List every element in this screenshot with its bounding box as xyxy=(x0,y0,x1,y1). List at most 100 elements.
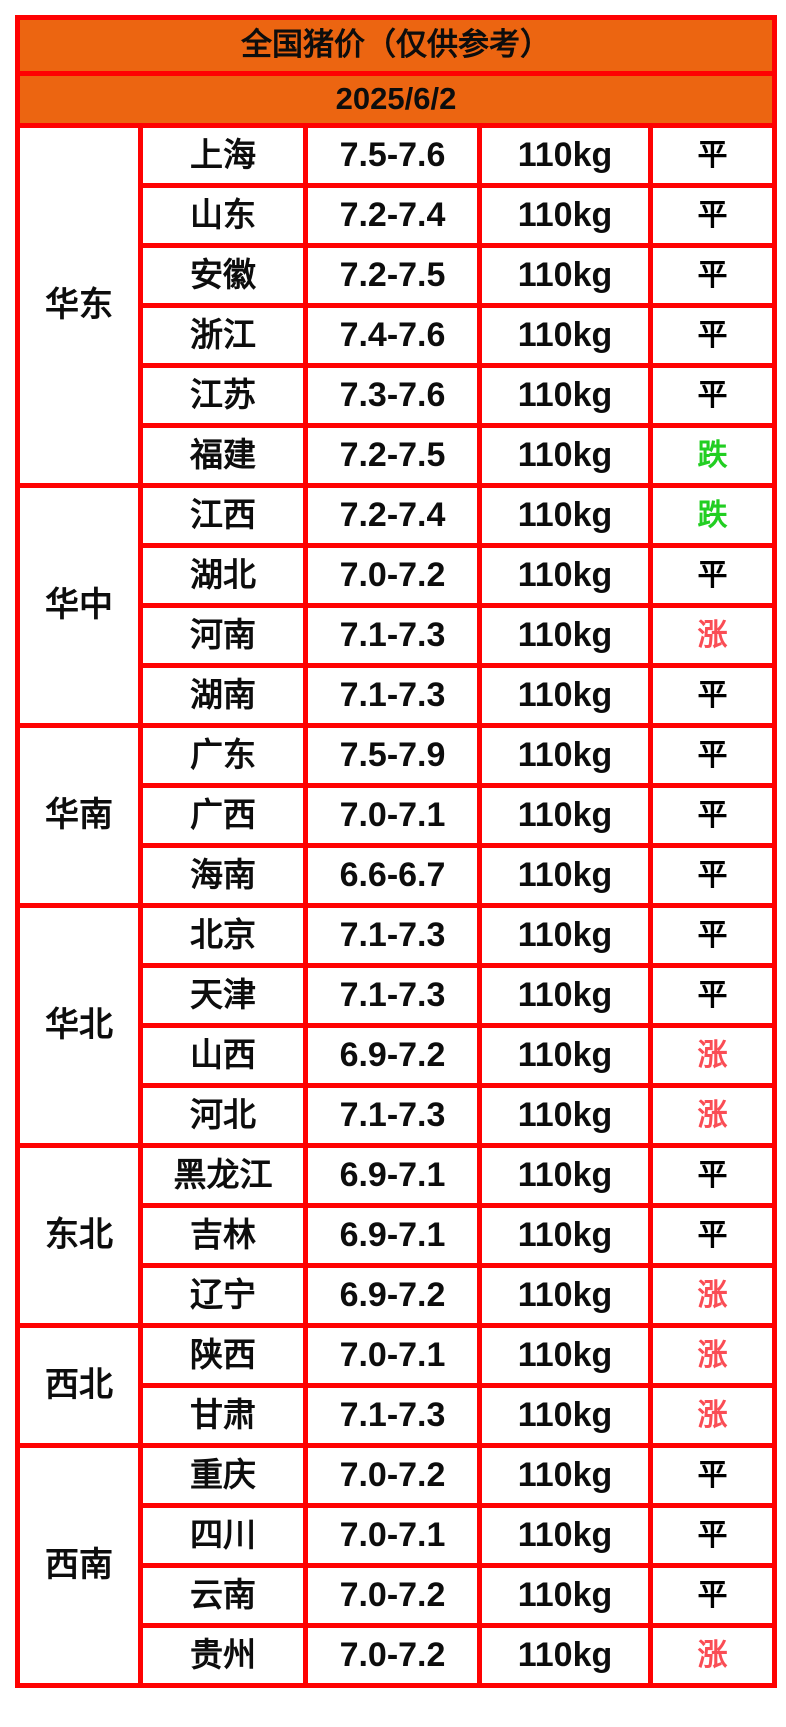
table-row: 福建 7.2-7.5 110kg 跌 xyxy=(18,423,777,488)
trend-cell: 平 xyxy=(648,1203,777,1268)
table-row: 湖北 7.0-7.2 110kg 平 xyxy=(18,543,777,608)
trend-cell: 平 xyxy=(648,1443,777,1508)
trend-cell: 涨 xyxy=(648,1383,777,1448)
trend-cell: 平 xyxy=(648,543,777,608)
weight-cell: 110kg xyxy=(477,903,653,968)
table-row: 华中 江西 7.2-7.4 110kg 跌 xyxy=(15,483,777,728)
trend-cell: 平 xyxy=(648,1563,777,1628)
weight-cell: 110kg xyxy=(477,1023,653,1088)
weight-cell: 110kg xyxy=(477,723,653,788)
table-row: 云南 7.0-7.2 110kg 平 xyxy=(18,1563,777,1628)
province-cell: 重庆 xyxy=(138,1443,308,1508)
province-cell: 山西 xyxy=(138,1023,308,1088)
weight-cell: 110kg xyxy=(477,603,653,668)
table-row: 天津 7.1-7.3 110kg 平 xyxy=(18,963,777,1028)
table-row: 安徽 7.2-7.5 110kg 平 xyxy=(18,243,777,308)
province-cell: 北京 xyxy=(138,903,308,968)
table-row: 华东 上海 7.5-7.6 110kg 平 xyxy=(15,123,777,488)
weight-cell: 110kg xyxy=(477,1323,653,1388)
weight-cell: 110kg xyxy=(477,783,653,848)
weight-cell: 110kg xyxy=(477,1623,653,1688)
table-row: 东北 黑龙江 6.9-7.1 110kg 平 xyxy=(15,1143,777,1328)
price-cell: 6.9-7.1 xyxy=(303,1143,482,1208)
province-cell: 浙江 xyxy=(138,303,308,368)
weight-cell: 110kg xyxy=(477,843,653,908)
table-row: 山西 6.9-7.2 110kg 涨 xyxy=(18,1023,777,1088)
province-cell: 甘肃 xyxy=(138,1383,308,1448)
trend-cell: 平 xyxy=(648,663,777,728)
province-cell: 河北 xyxy=(138,1083,308,1148)
region-cell: 西北 xyxy=(15,1323,143,1448)
table-row: 西南 重庆 7.0-7.2 110kg 平 xyxy=(15,1443,777,1688)
province-cell: 辽宁 xyxy=(138,1263,308,1328)
province-cell: 贵州 xyxy=(138,1623,308,1688)
table-row: 广西 7.0-7.1 110kg 平 xyxy=(18,783,777,848)
weight-cell: 110kg xyxy=(477,963,653,1028)
trend-cell: 平 xyxy=(648,123,777,188)
trend-cell: 平 xyxy=(648,1143,777,1208)
price-cell: 7.1-7.3 xyxy=(303,963,482,1028)
trend-cell: 涨 xyxy=(648,1323,777,1388)
trend-cell: 平 xyxy=(648,1503,777,1568)
trend-cell: 平 xyxy=(648,243,777,308)
province-cell: 湖南 xyxy=(138,663,308,728)
weight-cell: 110kg xyxy=(477,1203,653,1268)
price-cell: 7.2-7.4 xyxy=(303,183,482,248)
table-row: 华北 北京 7.1-7.3 110kg 平 xyxy=(15,903,777,1148)
price-cell: 7.0-7.2 xyxy=(303,1563,482,1628)
weight-cell: 110kg xyxy=(477,363,653,428)
weight-cell: 110kg xyxy=(477,1383,653,1448)
table-row: 辽宁 6.9-7.2 110kg 涨 xyxy=(18,1263,777,1328)
price-cell: 7.2-7.4 xyxy=(303,483,482,548)
trend-cell: 平 xyxy=(648,363,777,428)
trend-cell: 跌 xyxy=(648,483,777,548)
weight-cell: 110kg xyxy=(477,303,653,368)
price-cell: 7.1-7.3 xyxy=(303,903,482,968)
title-row: 全国猪价（仅供参考） xyxy=(15,15,777,76)
weight-cell: 110kg xyxy=(477,183,653,248)
province-cell: 山东 xyxy=(138,183,308,248)
province-cell: 湖北 xyxy=(138,543,308,608)
price-cell: 7.1-7.3 xyxy=(303,1383,482,1448)
table-row: 四川 7.0-7.1 110kg 平 xyxy=(18,1503,777,1568)
province-cell: 安徽 xyxy=(138,243,308,308)
price-cell: 7.1-7.3 xyxy=(303,1083,482,1148)
region-cell: 华中 xyxy=(15,483,143,728)
table-row: 河北 7.1-7.3 110kg 涨 xyxy=(18,1083,777,1148)
province-cell: 黑龙江 xyxy=(138,1143,308,1208)
province-cell: 云南 xyxy=(138,1563,308,1628)
weight-cell: 110kg xyxy=(477,1503,653,1568)
weight-cell: 110kg xyxy=(477,1263,653,1328)
region-cell: 华东 xyxy=(15,123,143,488)
price-cell: 7.0-7.1 xyxy=(303,1503,482,1568)
province-cell: 河南 xyxy=(138,603,308,668)
table-row: 华南 广东 7.5-7.9 110kg 平 xyxy=(15,723,777,908)
table-row: 湖南 7.1-7.3 110kg 平 xyxy=(18,663,777,728)
weight-cell: 110kg xyxy=(477,1563,653,1628)
table-row: 贵州 7.0-7.2 110kg 涨 xyxy=(18,1623,777,1688)
table-row: 西北 陕西 7.0-7.1 110kg 涨 xyxy=(15,1323,777,1448)
trend-cell: 平 xyxy=(648,843,777,908)
province-cell: 四川 xyxy=(138,1503,308,1568)
table-row: 吉林 6.9-7.1 110kg 平 xyxy=(18,1203,777,1268)
table-row: 河南 7.1-7.3 110kg 涨 xyxy=(18,603,777,668)
weight-cell: 110kg xyxy=(477,1443,653,1508)
province-cell: 广东 xyxy=(138,723,308,788)
weight-cell: 110kg xyxy=(477,1083,653,1148)
province-cell: 江西 xyxy=(138,483,308,548)
weight-cell: 110kg xyxy=(477,483,653,548)
trend-cell: 涨 xyxy=(648,603,777,668)
price-cell: 6.9-7.1 xyxy=(303,1203,482,1268)
trend-cell: 平 xyxy=(648,303,777,368)
trend-cell: 平 xyxy=(648,903,777,968)
price-cell: 7.3-7.6 xyxy=(303,363,482,428)
price-cell: 7.5-7.9 xyxy=(303,723,482,788)
price-cell: 6.9-7.2 xyxy=(303,1023,482,1088)
price-cell: 7.0-7.1 xyxy=(303,783,482,848)
table-row: 甘肃 7.1-7.3 110kg 涨 xyxy=(18,1383,777,1448)
weight-cell: 110kg xyxy=(477,663,653,728)
weight-cell: 110kg xyxy=(477,243,653,308)
price-cell: 7.4-7.6 xyxy=(303,303,482,368)
region-cell: 华北 xyxy=(15,903,143,1148)
weight-cell: 110kg xyxy=(477,423,653,488)
